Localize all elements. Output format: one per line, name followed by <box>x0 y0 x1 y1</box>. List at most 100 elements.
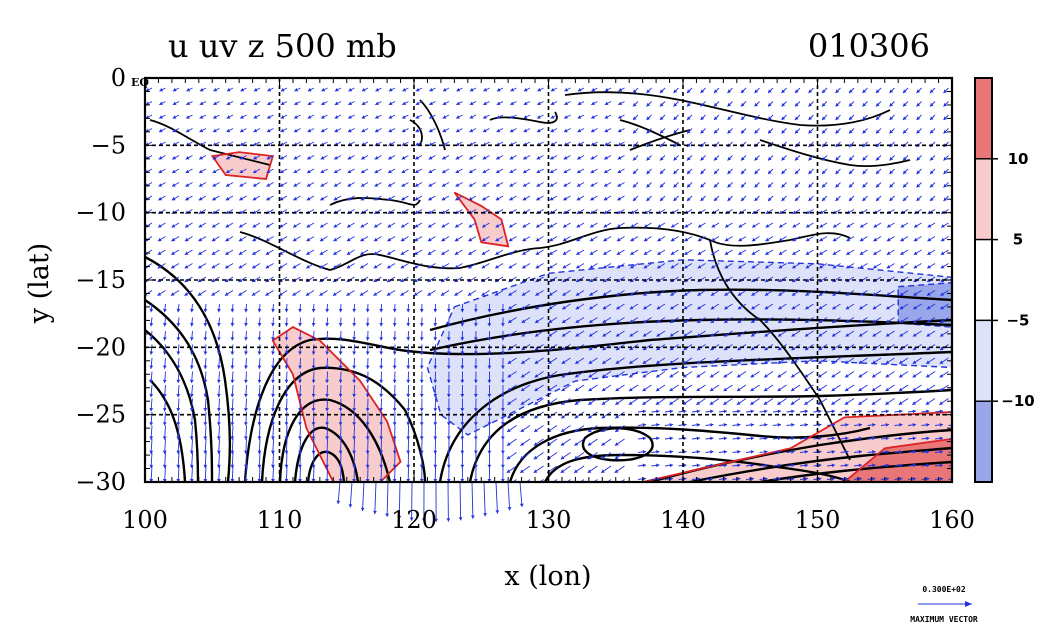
wind-vector-head <box>415 128 420 133</box>
wind-vector-head <box>535 265 540 269</box>
wind-vector-head <box>360 224 365 228</box>
wind-vector-head <box>903 102 907 107</box>
wind-vector-head <box>332 292 337 296</box>
wind-vector-head <box>238 251 243 255</box>
wind-vector-head <box>603 278 607 282</box>
wind-vector-head <box>846 265 850 269</box>
wind-vector-head <box>629 333 634 337</box>
wind-vector-head <box>805 292 810 296</box>
wind-vector-head <box>409 517 414 521</box>
wind-vector-head <box>953 437 956 441</box>
wind-vector-head <box>523 169 527 173</box>
wind-vector <box>507 481 511 511</box>
wind-vector-head <box>697 265 702 269</box>
wind-vector-head <box>361 156 365 160</box>
wind-vector-head <box>185 156 190 160</box>
wind-vector-head <box>203 351 208 355</box>
wind-vector-head <box>501 408 505 412</box>
wind-vector-head <box>361 87 366 92</box>
wind-vector-head <box>415 101 420 105</box>
wind-vector-head <box>306 196 311 201</box>
wind-vector-head <box>889 170 894 174</box>
wind-vector-head <box>940 333 944 337</box>
wind-vector-head <box>184 251 189 255</box>
wind-vector-head <box>361 101 366 105</box>
wind-vector-head <box>926 436 930 441</box>
wind-vector-head <box>406 408 411 412</box>
wind-vector-head <box>657 251 661 255</box>
wind-vector-head <box>212 183 217 187</box>
wind-vector-head <box>656 292 661 296</box>
wind-vector-head <box>406 308 411 313</box>
wind-vector-head <box>271 365 275 369</box>
wind-vector-head <box>764 436 768 441</box>
wind-vector-head <box>415 156 419 160</box>
wind-vector-head <box>347 169 352 173</box>
wind-vector-head <box>930 89 934 93</box>
wind-vector-head <box>724 333 728 337</box>
wind-vector-head <box>474 337 478 341</box>
wind-vector-head <box>487 379 492 383</box>
wind-vector-head <box>400 265 405 269</box>
wind-vector-head <box>561 360 566 364</box>
wind-vector-head <box>456 101 460 105</box>
wind-vector-head <box>294 115 298 119</box>
wind-vector-head <box>885 360 890 364</box>
wind-vector-head <box>912 387 917 391</box>
wind-vector-head <box>778 319 782 323</box>
wind-vector-head <box>916 197 921 201</box>
wind-vector-head <box>754 183 759 188</box>
wind-vector-head <box>724 292 729 296</box>
wind-vector-head <box>338 422 343 426</box>
wind-vector-head <box>791 346 796 351</box>
wind-vector-head <box>292 292 297 296</box>
wind-vector-head <box>615 360 620 364</box>
wind-vector-head <box>885 401 890 405</box>
wind-vector-head <box>687 170 691 174</box>
wind-vector-head <box>379 422 384 426</box>
wind-vector-head <box>280 101 285 105</box>
wind-vector-head <box>244 393 248 398</box>
wind-vector-head <box>835 102 840 107</box>
wind-vector-head <box>819 224 824 228</box>
wind-vector-head <box>325 422 329 426</box>
wind-vector-head <box>348 87 353 92</box>
wind-vector-head <box>710 346 715 351</box>
wind-vector-head <box>203 323 208 327</box>
wind-vector-head <box>899 450 903 454</box>
wind-vector-head <box>271 464 275 468</box>
wind-vector-head <box>899 387 903 391</box>
wind-vector-head <box>298 436 302 440</box>
wind-vector-head <box>176 379 181 383</box>
wind-vector-head <box>501 309 505 313</box>
wind-vector-head <box>550 156 554 160</box>
wind-vector-head <box>420 493 424 496</box>
wind-vector-head <box>520 442 525 446</box>
wind-vector-head <box>616 278 621 282</box>
wind-vector-head <box>225 251 229 255</box>
wind-vector-head <box>392 436 397 440</box>
wind-vector-head <box>696 360 701 364</box>
wind-vector <box>606 479 612 482</box>
wind-vector-head <box>239 142 244 146</box>
wind-vector-head <box>507 360 512 364</box>
wind-vector <box>374 481 377 515</box>
wind-vector-head <box>818 346 823 351</box>
wind-vector-head <box>899 319 904 323</box>
wind-vector-head <box>379 436 384 440</box>
wind-vector-head <box>307 169 311 173</box>
wind-vector-head <box>305 292 310 296</box>
wind-vector-head <box>629 374 633 378</box>
wind-vector-head <box>710 409 714 414</box>
wind-vector-head <box>696 450 700 454</box>
wind-vector-head <box>189 379 194 383</box>
wind-vector-head <box>683 477 687 481</box>
wind-vector-head <box>379 365 384 369</box>
wind-vector-head <box>311 422 316 426</box>
wind-vector-head <box>388 169 392 173</box>
wind-vector-head <box>257 323 262 327</box>
wind-vector-head <box>808 156 813 161</box>
wind-vector-head <box>522 237 527 242</box>
wind-vector-head <box>764 305 769 310</box>
wind-vector-head <box>673 102 678 107</box>
